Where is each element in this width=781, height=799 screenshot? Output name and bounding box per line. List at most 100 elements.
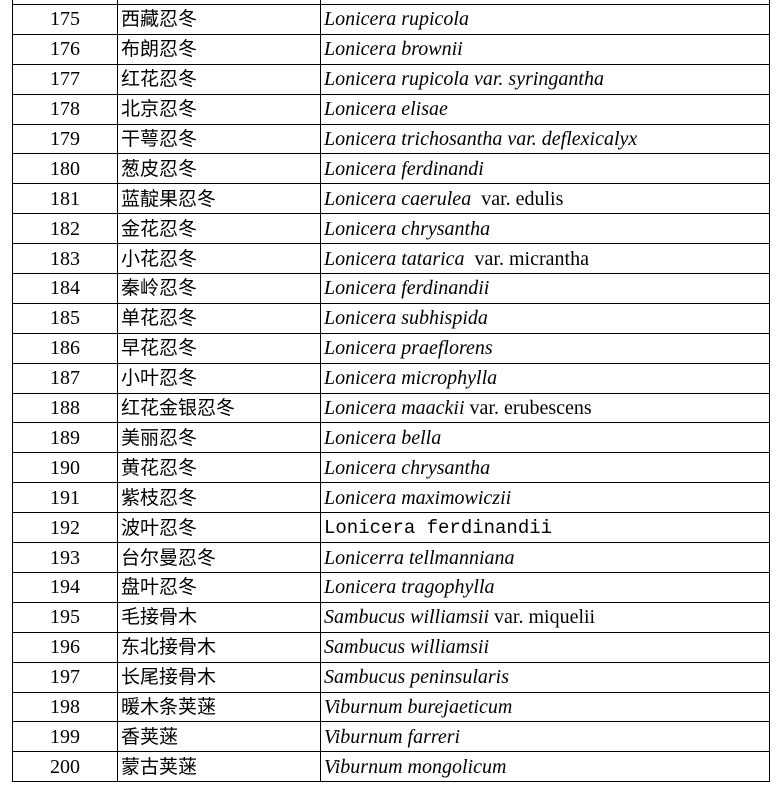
table-row: 179 干萼忍冬 Lonicera trichosantha var. defl… xyxy=(12,123,770,155)
row-number: 197 xyxy=(12,661,118,693)
scientific-name: Lonicera chrysantha xyxy=(324,456,491,479)
latin-name-cell: Lonicera subhispida xyxy=(320,302,770,334)
scientific-name: Viburnum mongolicum xyxy=(324,755,507,778)
scientific-name: Lonicera microphylla xyxy=(324,367,498,390)
chinese-name: 波叶忍冬 xyxy=(117,512,321,544)
chinese-name: 紫枝忍冬 xyxy=(117,482,321,514)
table-row: 182 金花忍冬 Lonicera chrysantha xyxy=(12,213,770,245)
table-row: 198 暖木条荚蒾 Viburnum burejaeticum xyxy=(12,691,770,723)
species-table: 175 西藏忍冬 Lonicera rupicola 176 布朗忍冬 Lonic… xyxy=(12,4,770,783)
variety-suffix: var. edulis xyxy=(476,187,564,210)
table-row: 194 盘叶忍冬 Lonicera tragophylla xyxy=(12,572,770,603)
chinese-name: 东北接骨木 xyxy=(117,631,321,663)
scientific-name: Lonicera chrysantha xyxy=(324,217,491,240)
row-number: 199 xyxy=(12,721,118,753)
latin-name-cell: Lonicerra tellmanniana xyxy=(320,542,770,574)
variety-suffix: var. micrantha xyxy=(469,247,589,270)
latin-name-cell: Lonicera tragophylla xyxy=(320,572,770,603)
table-row: 190 黄花忍冬 Lonicera chrysantha xyxy=(12,452,770,484)
table-row: 196 东北接骨木 Sambucus williamsii xyxy=(12,631,770,663)
scientific-name: Lonicera elisae xyxy=(324,98,448,121)
latin-name-cell: Lonicera ferdinandii xyxy=(320,512,770,544)
table-row: 195 毛接骨木 Sambucus williamsii var. miquel… xyxy=(12,601,770,633)
table-row: 200 蒙古荚蒾 Viburnum mongolicum xyxy=(12,751,770,783)
scientific-name: Lonicera bella xyxy=(324,426,442,449)
latin-name-cell: Lonicera ferdinandii xyxy=(320,273,770,304)
row-number: 180 xyxy=(12,153,118,185)
row-number: 187 xyxy=(12,362,118,394)
scientific-name: Lonicera tatarica xyxy=(324,247,470,270)
table-row: 178 北京忍冬 Lonicera elisae xyxy=(12,93,770,125)
chinese-name: 长尾接骨木 xyxy=(117,661,321,693)
table-row: 199 香荚蒾 Viburnum farreri xyxy=(12,721,770,753)
row-number: 176 xyxy=(12,33,118,65)
row-number: 185 xyxy=(12,302,118,334)
chinese-name: 小叶忍冬 xyxy=(117,362,321,394)
table-row: 181 蓝靛果忍冬 Lonicera caerulea var. edulis xyxy=(12,183,770,215)
chinese-name: 葱皮忍冬 xyxy=(117,153,321,185)
table-row: 175 西藏忍冬 Lonicera rupicola xyxy=(12,4,770,35)
latin-name-cell: Sambucus williamsii var. miquelii xyxy=(320,601,770,633)
chinese-name: 盘叶忍冬 xyxy=(117,572,321,603)
latin-name-cell: Lonicera tatarica var. micrantha xyxy=(320,243,770,275)
latin-name-cell: Lonicera rupicola var. syringantha xyxy=(320,63,770,95)
latin-name-cell: Lonicera chrysantha xyxy=(320,452,770,484)
chinese-name: 美丽忍冬 xyxy=(117,422,321,454)
row-number: 193 xyxy=(12,542,118,574)
row-number: 177 xyxy=(12,63,118,95)
table-row: 187 小叶忍冬 Lonicera microphylla xyxy=(12,362,770,394)
latin-name-cell: Lonicera brownii xyxy=(320,33,770,65)
table-row: 197 长尾接骨木 Sambucus peninsularis xyxy=(12,661,770,693)
table-row: 191 紫枝忍冬 Lonicera maximowiczii xyxy=(12,482,770,514)
scientific-name: Lonicera maackii xyxy=(324,397,465,420)
latin-name-cell: Lonicera bella xyxy=(320,422,770,454)
row-number: 182 xyxy=(12,213,118,245)
chinese-name: 小花忍冬 xyxy=(117,243,321,275)
row-number: 200 xyxy=(12,751,118,783)
row-number: 178 xyxy=(12,93,118,125)
latin-name-cell: Lonicera maximowiczii xyxy=(320,482,770,514)
table-row: 189 美丽忍冬 Lonicera bella xyxy=(12,422,770,454)
scientific-name: Lonicera brownii xyxy=(324,38,463,61)
variety-suffix: var. miquelii xyxy=(489,606,596,629)
latin-name-cell: Viburnum burejaeticum xyxy=(320,691,770,723)
chinese-name: 布朗忍冬 xyxy=(117,33,321,65)
scientific-name: Lonicera tragophylla xyxy=(324,576,495,599)
latin-name-cell: Lonicera microphylla xyxy=(320,362,770,394)
chinese-name: 暖木条荚蒾 xyxy=(117,691,321,723)
scientific-name: Lonicera ferdinandii xyxy=(324,277,490,300)
row-number: 192 xyxy=(12,512,118,544)
chinese-name: 秦岭忍冬 xyxy=(117,273,321,304)
table-row: 188 红花金银忍冬 Lonicera maackii var. erubesc… xyxy=(12,392,770,424)
chinese-name: 蓝靛果忍冬 xyxy=(117,183,321,215)
chinese-name: 金花忍冬 xyxy=(117,213,321,245)
row-number: 198 xyxy=(12,691,118,723)
table-row: 176 布朗忍冬 Lonicera brownii xyxy=(12,33,770,65)
chinese-name: 红花忍冬 xyxy=(117,63,321,95)
row-number: 184 xyxy=(12,273,118,304)
chinese-name: 毛接骨木 xyxy=(117,601,321,633)
scientific-name: Lonicera ferdinandi xyxy=(324,157,484,180)
row-number: 181 xyxy=(12,183,118,215)
latin-name-cell: Sambucus peninsularis xyxy=(320,661,770,693)
chinese-name: 早花忍冬 xyxy=(117,332,321,364)
scientific-name: Lonicera maximowiczii xyxy=(324,486,512,509)
latin-name-cell: Lonicera chrysantha xyxy=(320,213,770,245)
row-number: 186 xyxy=(12,332,118,364)
chinese-name: 香荚蒾 xyxy=(117,721,321,753)
scientific-name: Lonicera praeflorens xyxy=(324,337,493,360)
latin-name-cell: Viburnum mongolicum xyxy=(320,751,770,783)
latin-name-cell: Lonicera elisae xyxy=(320,93,770,125)
latin-name-cell: Lonicera trichosantha var. deflexicalyx xyxy=(320,123,770,155)
table-row: 183 小花忍冬 Lonicera tatarica var. micranth… xyxy=(12,243,770,275)
variety-suffix: var. erubescens xyxy=(464,397,592,420)
table-row: 193 台尔曼忍冬 Lonicerra tellmanniana xyxy=(12,542,770,574)
row-number: 196 xyxy=(12,631,118,663)
scientific-name: Sambucus peninsularis xyxy=(324,666,509,689)
latin-name-cell: Lonicera ferdinandi xyxy=(320,153,770,185)
row-number: 195 xyxy=(12,601,118,633)
scientific-name: Lonicerra tellmanniana xyxy=(324,546,515,569)
chinese-name: 台尔曼忍冬 xyxy=(117,542,321,574)
row-number: 189 xyxy=(12,422,118,454)
row-number: 183 xyxy=(12,243,118,275)
